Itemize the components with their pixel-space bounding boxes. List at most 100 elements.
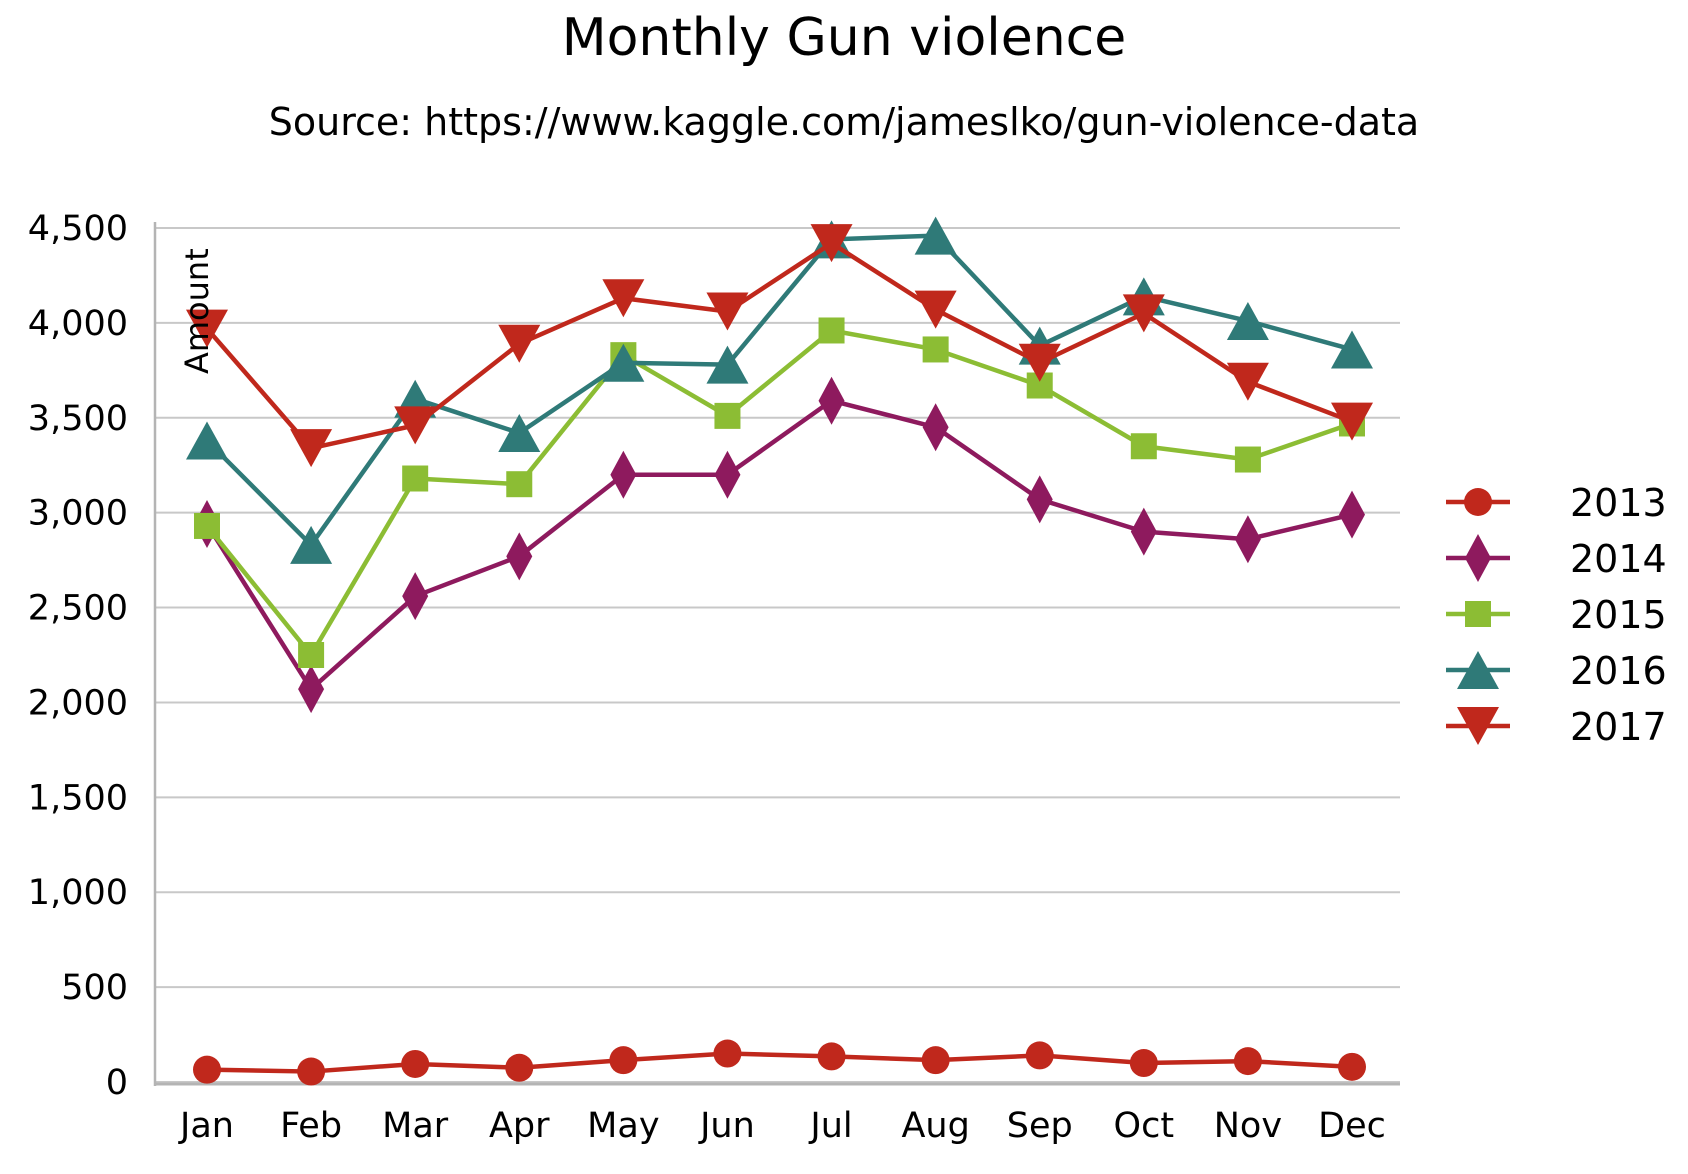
series-2015 (194, 317, 1365, 668)
legend-item-2017: 2017 (1446, 705, 1667, 749)
y-tick-label: 4,000 (28, 304, 128, 344)
data-point-2013 (1129, 1049, 1158, 1078)
axis-layer: 0 500 1,000 1,500 2,000 2,500 3,000 3,500 4,000 4… (28, 209, 1400, 1146)
x-tick-label: Apr (489, 1106, 550, 1146)
data-point-2016 (706, 345, 749, 384)
legend-label: 2013 (1570, 481, 1667, 525)
data-point-2013 (297, 1057, 326, 1086)
data-point-2013 (1338, 1052, 1366, 1081)
data-point-2016 (914, 216, 957, 255)
legend-marker (1464, 488, 1492, 516)
data-point-2014 (298, 665, 325, 714)
x-tick-label: May (587, 1106, 659, 1146)
series-line-2016 (205, 233, 1353, 548)
data-point-2016 (1226, 301, 1269, 340)
series-line-2014 (205, 398, 1353, 692)
y-tick-label: 2,500 (28, 589, 128, 629)
data-point-2015 (194, 512, 220, 539)
data-point-2015 (818, 317, 845, 344)
legend-label: 2017 (1570, 705, 1667, 749)
legend-marker (1465, 601, 1491, 627)
x-tick-label: Jan (178, 1106, 234, 1146)
legend-item-2014: 2014 (1446, 534, 1667, 582)
y-axis-label: Amount (178, 248, 216, 374)
x-tick-label: Mar (382, 1106, 449, 1146)
data-point-2017 (290, 429, 333, 468)
legend-marker (1457, 707, 1499, 745)
y-tick-label: 3,000 (28, 494, 128, 534)
data-point-2017 (1331, 402, 1373, 441)
data-point-2013 (713, 1039, 742, 1068)
data-point-2013 (921, 1046, 950, 1075)
data-point-2014 (402, 572, 429, 621)
data-point-2014 (714, 450, 741, 499)
data-point-2014 (506, 532, 533, 581)
x-tick-label: Sep (1007, 1106, 1073, 1146)
data-point-2017 (1018, 343, 1061, 382)
data-point-2014 (818, 376, 845, 425)
series-line-2015 (205, 328, 1353, 658)
data-point-2015 (402, 465, 429, 492)
legend-label: 2016 (1570, 649, 1667, 693)
series-line-2017 (205, 240, 1353, 451)
data-point-2017 (706, 292, 749, 331)
data-point-2016 (186, 421, 228, 460)
y-tick-label: 1,500 (28, 778, 128, 818)
series-2017 (186, 224, 1373, 468)
legend-label: 2014 (1570, 537, 1667, 581)
legend-label: 2015 (1570, 593, 1667, 637)
data-point-2013 (401, 1049, 430, 1078)
legend-marker (1465, 534, 1491, 582)
series-2014 (194, 376, 1365, 714)
x-tick-label: Aug (901, 1106, 969, 1146)
y-tick-label: 2,000 (28, 683, 128, 723)
series-2013 (193, 1039, 1366, 1086)
data-point-2016 (290, 525, 333, 564)
data-point-2013 (817, 1042, 846, 1071)
legend: 2013 2014 2015 2016 2017 (1446, 481, 1667, 749)
legend-item-2015: 2015 (1446, 593, 1667, 637)
data-point-2016 (1331, 330, 1373, 369)
data-point-2017 (914, 290, 957, 329)
data-point-2014 (1026, 475, 1053, 524)
y-tick-label: 1,000 (28, 873, 128, 913)
y-tick-label: 0 (106, 1063, 128, 1103)
x-tick-label: Nov (1214, 1106, 1282, 1146)
x-tick-label: Dec (1318, 1106, 1386, 1146)
data-point-2013 (609, 1046, 638, 1075)
data-point-2016 (498, 413, 541, 452)
data-point-2015 (1234, 446, 1261, 473)
data-point-2014 (1339, 490, 1365, 539)
data-point-2013 (1025, 1041, 1054, 1070)
chart-subtitle: Source: https://www.kaggle.com/jameslko/… (268, 100, 1420, 144)
grid-layer (155, 227, 1400, 1083)
data-point-2017 (498, 324, 541, 363)
series-line-2013 (206, 1051, 1353, 1074)
data-point-2014 (1130, 507, 1157, 556)
y-tick-label: 4,500 (28, 209, 128, 249)
x-tick-label: Jul (808, 1106, 852, 1146)
data-point-2015 (1130, 433, 1157, 460)
data-point-2013 (505, 1053, 534, 1082)
data-point-2013 (193, 1055, 221, 1084)
chart-title: Monthly Gun violence (561, 8, 1127, 68)
data-point-2014 (610, 450, 637, 499)
data-point-2017 (394, 406, 437, 445)
data-point-2015 (714, 402, 741, 429)
x-tick-label: Jun (698, 1106, 755, 1146)
data-point-2014 (1234, 515, 1261, 564)
y-tick-label: 3,500 (28, 399, 128, 439)
x-tick-label: Feb (280, 1106, 342, 1146)
x-tick-label: Oct (1114, 1106, 1175, 1146)
data-point-2017 (602, 279, 645, 318)
data-point-2014 (922, 403, 949, 452)
series-layer (186, 216, 1373, 1086)
data-point-2015 (298, 642, 325, 668)
legend-item-2013: 2013 (1446, 481, 1667, 525)
data-point-2017 (1226, 362, 1269, 401)
data-point-2015 (922, 336, 949, 363)
data-point-2016 (602, 343, 645, 382)
data-point-2013 (1233, 1047, 1262, 1076)
data-point-2017 (810, 224, 853, 263)
